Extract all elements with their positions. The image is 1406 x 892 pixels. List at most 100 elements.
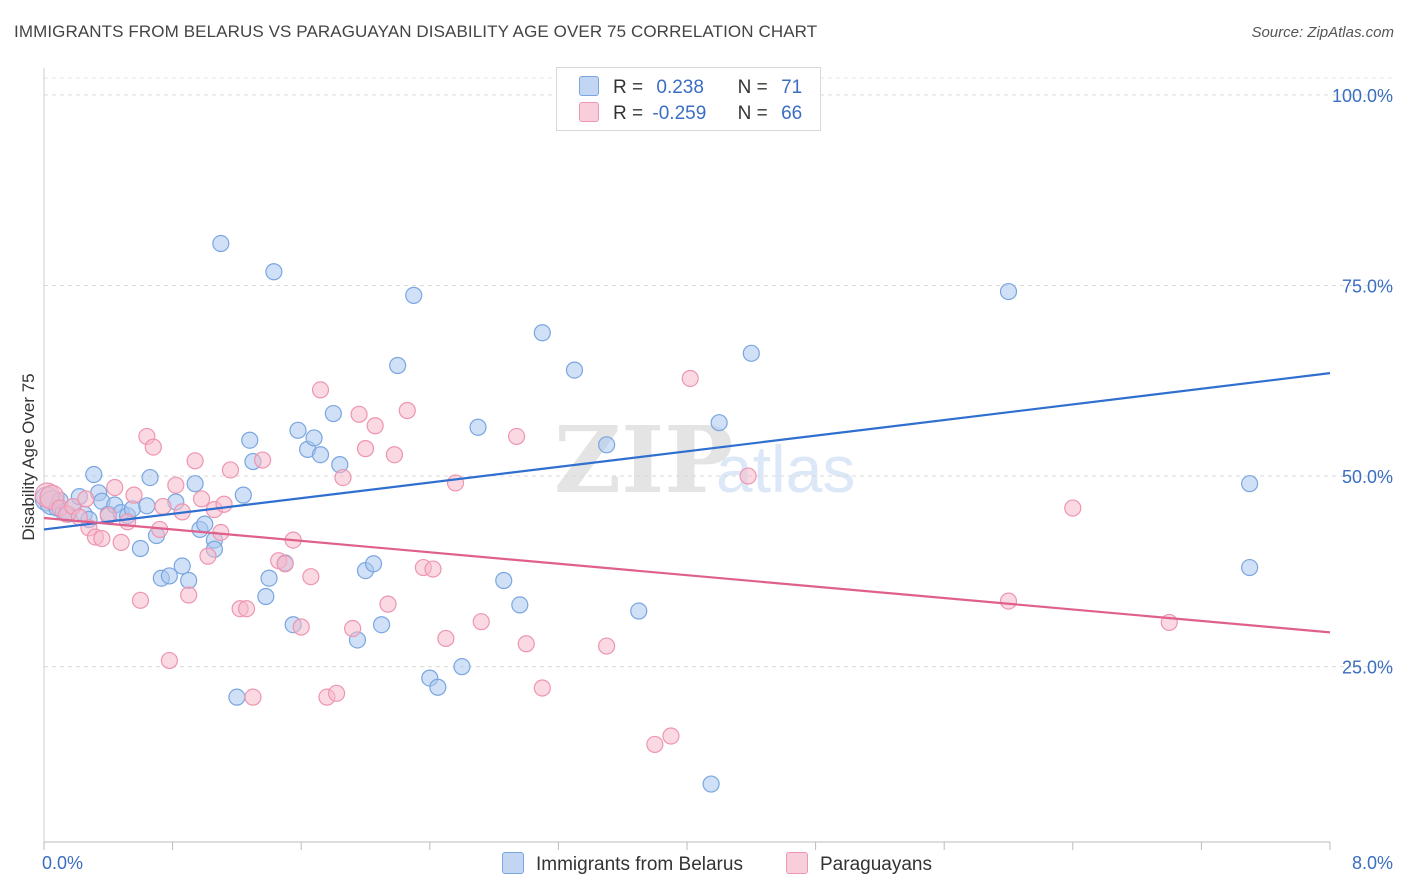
legend-row-belarus: R = 0.238 N = 71: [579, 76, 802, 100]
y-tick-label: 100.0%: [1332, 86, 1393, 106]
paraguayans-point: [311, 381, 330, 399]
belarus-point: [241, 431, 259, 449]
legend-entry-paraguayans: Paraguayans: [786, 852, 932, 876]
belarus-point: [429, 678, 447, 696]
paraguayans-point: [517, 635, 535, 653]
paraguayans-point: [508, 427, 526, 446]
paraguayans-point: [379, 595, 397, 613]
paraguayans-point: [356, 440, 375, 458]
belarus-point: [999, 282, 1018, 301]
belarus-point: [630, 602, 648, 620]
watermark-atlas: atlas: [716, 432, 855, 506]
watermark-zip: ZIP: [554, 406, 733, 514]
belarus-point: [453, 658, 471, 676]
belarus-point: [533, 324, 551, 342]
paraguayans-point: [131, 591, 150, 609]
belarus-r-value: 0.238: [656, 77, 704, 98]
legend-belarus-swatch: [502, 852, 524, 874]
x-tick-label-min: 0.0%: [42, 853, 83, 873]
paraguayans-point: [144, 438, 162, 456]
legend-belarus-label: Immigrants from Belarus: [536, 854, 743, 875]
belarus-trendline: [43, 372, 1331, 531]
legend-entry-belarus: Immigrants from Belarus: [502, 852, 743, 876]
y-axis-label: Disability Age Over 75: [19, 373, 38, 540]
paraguayans-point: [112, 533, 130, 551]
paraguayans-point: [739, 467, 757, 485]
paraguayans-point: [302, 568, 320, 586]
paraguayans-point: [180, 586, 198, 604]
belarus-point: [265, 263, 283, 281]
belarus-point: [289, 421, 307, 439]
paraguayans-point: [662, 727, 680, 745]
belarus-point: [234, 486, 252, 504]
paraguayans-point: [106, 478, 124, 497]
belarus-point: [180, 571, 198, 590]
paraguayans-point: [118, 513, 137, 531]
paraguayans-point: [77, 490, 95, 508]
belarus-point: [598, 436, 616, 454]
belarus-point: [1241, 558, 1259, 577]
paraguayans-point: [385, 446, 404, 464]
paraguayans-n-value: 66: [781, 103, 803, 124]
belarus-point: [364, 555, 383, 573]
belarus-n-label: N =: [737, 77, 768, 98]
paraguayans-point: [398, 401, 416, 420]
y-tick-label: 75.0%: [1342, 276, 1393, 296]
belarus-point: [173, 557, 191, 575]
belarus-point: [212, 234, 230, 253]
source-credit: Source: ZipAtlas.com: [1251, 24, 1394, 41]
belarus-point: [405, 286, 423, 304]
correlation-legend: R = 0.238 N = 71 R = -0.259 N = 66: [556, 67, 821, 131]
paraguayans-point: [424, 560, 442, 578]
paraguayans-point: [276, 555, 294, 573]
belarus-point: [85, 465, 103, 484]
paraguayans-point: [154, 497, 172, 516]
paraguayans-trendline: [43, 516, 1331, 634]
paraguayans-point: [254, 451, 272, 469]
belarus-point: [305, 429, 323, 447]
paraguayans-point: [167, 476, 185, 494]
belarus-point: [228, 688, 246, 706]
paraguayans-point: [446, 474, 465, 492]
paraguayans-point: [598, 637, 616, 655]
belarus-point: [372, 616, 391, 634]
legend-paraguayans-label: Paraguayans: [820, 854, 932, 875]
paraguayans-point: [344, 619, 362, 638]
y-tick-label: 25.0%: [1342, 658, 1393, 678]
paraguayans-point: [437, 629, 455, 648]
paraguayans-point: [244, 688, 262, 706]
belarus-point: [495, 571, 513, 590]
paraguayans-r-value: -0.259: [652, 103, 707, 124]
belarus-point: [141, 468, 159, 487]
paraguayans-point: [327, 684, 346, 702]
belarus-point: [742, 344, 760, 362]
belarus-point: [469, 418, 487, 436]
paraguayans-point: [237, 600, 256, 618]
belarus-point: [324, 404, 342, 423]
belarus-point: [131, 539, 150, 558]
belarus-point: [257, 587, 275, 606]
paraguayans-point: [160, 651, 178, 670]
belarus-swatch: [579, 76, 599, 96]
chart-title: IMMIGRANTS FROM BELARUS VS PARAGUAYAN DI…: [14, 22, 818, 41]
belarus-point: [702, 775, 720, 793]
paraguayans-point: [199, 547, 217, 565]
belarus-point: [196, 515, 214, 533]
paraguayans-point: [192, 490, 211, 508]
paraguayans-point: [646, 735, 664, 754]
belarus-point: [260, 569, 278, 587]
paraguayans-point: [221, 461, 240, 479]
paraguayans-point: [334, 468, 352, 487]
paraguayans-point: [186, 452, 204, 470]
belarus-point: [710, 414, 728, 432]
belarus-point: [511, 596, 529, 614]
paraguayans-point: [366, 417, 384, 435]
y-tick-label: 50.0%: [1342, 467, 1393, 487]
paraguayans-n-label: N =: [737, 103, 768, 124]
paraguayans-point: [215, 495, 233, 513]
belarus-point: [389, 356, 407, 375]
paraguayans-point: [533, 679, 551, 697]
paraguayans-point: [350, 405, 368, 423]
legend-row-paraguayans: R = -0.259 N = 66: [579, 102, 802, 126]
